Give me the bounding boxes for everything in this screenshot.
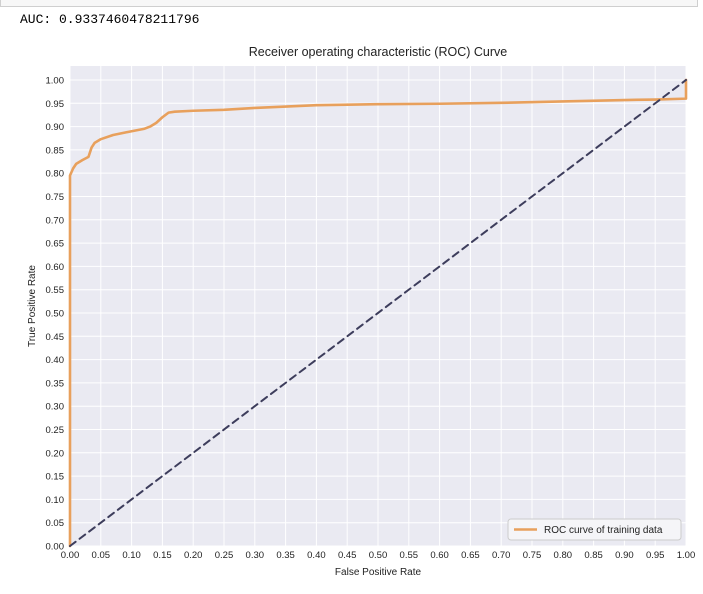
x-tick-label: 0.60 (430, 550, 449, 561)
x-axis-title: False Positive Rate (335, 567, 422, 578)
previous-cell-border (0, 0, 698, 7)
y-tick-label: 0.95 (46, 99, 65, 110)
x-tick-label: 0.65 (461, 550, 480, 561)
y-tick-label: 0.90 (46, 122, 65, 133)
y-tick-label: 0.15 (46, 472, 65, 483)
x-tick-label: 0.20 (184, 550, 203, 561)
legend-box (507, 518, 682, 541)
legend-label: ROC curve of training data (544, 525, 663, 536)
x-tick-label: 1.00 (677, 550, 696, 561)
x-tick-label: 0.10 (122, 550, 141, 561)
diagonal-reference-line (69, 78, 687, 547)
y-tick-label: 0.05 (46, 518, 65, 529)
x-tick-label: 0.00 (61, 550, 80, 561)
y-tick-label: 0.50 (46, 308, 65, 319)
tick-labels: 0.00 0.05 0.10 0.15 0.20 0.25 0.30 0.35 0.40 0.45… (46, 75, 696, 561)
roc-curve-line (68, 78, 688, 548)
x-tick-label: 0.35 (276, 550, 295, 561)
y-tick-label: 0.80 (46, 169, 65, 180)
x-tick-label: 0.70 (492, 550, 511, 561)
legend: ROC curve of training data (507, 518, 682, 541)
y-tick-label: 0.55 (46, 285, 65, 296)
x-tick-label: 0.40 (307, 550, 326, 561)
x-tick-label: 0.75 (523, 550, 542, 561)
x-tick-label: 0.15 (153, 550, 172, 561)
x-tick-label: 0.45 (338, 550, 357, 561)
x-tick-label: 0.85 (584, 550, 603, 561)
x-tick-label: 0.90 (615, 550, 634, 561)
y-tick-label: 0.35 (46, 378, 65, 389)
y-tick-label: 0.45 (46, 332, 65, 343)
y-tick-label: 0.25 (46, 425, 65, 436)
y-tick-label: 0.40 (46, 355, 65, 366)
y-tick-label: 0.60 (46, 262, 65, 273)
x-tick-label: 0.05 (92, 550, 111, 561)
auc-output-text: AUC: 0.9337460478211796 (20, 12, 200, 27)
y-tick-label: 0.65 (46, 239, 65, 250)
y-tick-label: 0.00 (46, 542, 65, 553)
y-tick-label: 0.70 (46, 215, 65, 226)
y-axis-title: True Positive Rate (27, 265, 38, 347)
x-tick-label: 0.25 (215, 550, 234, 561)
y-tick-label: 0.30 (46, 402, 65, 413)
x-tick-label: 0.80 (554, 550, 573, 561)
series-layer (68, 78, 688, 548)
x-tick-label: 0.50 (369, 550, 388, 561)
x-tick-label: 0.30 (246, 550, 265, 561)
y-tick-label: 0.10 (46, 495, 65, 506)
chart-title: Receiver operating characteristic (ROC) … (249, 45, 507, 59)
y-tick-label: 0.75 (46, 192, 65, 203)
y-tick-label: 1.00 (46, 75, 65, 86)
x-tick-label: 0.55 (400, 550, 419, 561)
grid-lines (69, 66, 687, 547)
y-tick-label: 0.20 (46, 448, 65, 459)
x-tick-label: 0.95 (646, 550, 665, 561)
y-tick-label: 0.85 (46, 145, 65, 156)
